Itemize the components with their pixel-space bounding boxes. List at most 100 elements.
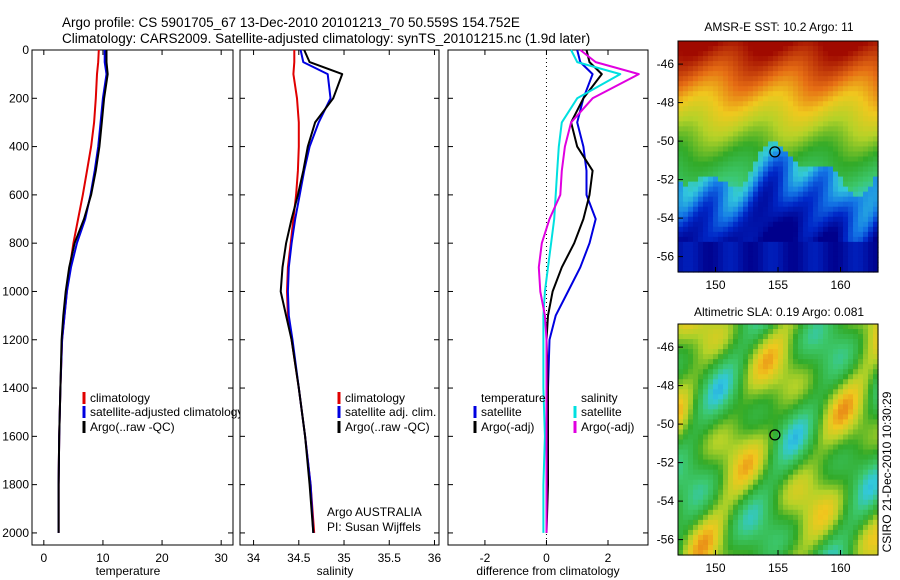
map-cell — [843, 116, 849, 122]
map-cell — [733, 181, 739, 188]
map-cell — [863, 364, 869, 370]
map-cell — [778, 474, 784, 481]
map-cell — [813, 236, 819, 243]
map-cell — [718, 459, 724, 466]
map-cell — [708, 489, 714, 496]
map-cell — [838, 394, 844, 400]
map-cell — [778, 399, 784, 405]
map-cell — [693, 334, 699, 340]
map-cell — [818, 474, 824, 481]
map-cell — [773, 499, 779, 506]
map-cell — [843, 509, 849, 516]
map-cell — [873, 141, 879, 148]
map-cell — [818, 241, 824, 248]
map-cell — [803, 46, 809, 52]
map-cell — [843, 419, 849, 426]
map-cell — [853, 66, 859, 72]
map-cell — [778, 181, 784, 188]
map-cell — [703, 156, 709, 163]
map-cell — [718, 71, 724, 77]
map-cell — [788, 121, 794, 127]
map-cell — [768, 339, 774, 345]
map-cell — [848, 181, 854, 188]
map-cell — [818, 151, 824, 158]
map-cell — [748, 136, 754, 143]
map-cell — [768, 96, 774, 102]
map-cell — [703, 454, 709, 461]
map-cell — [843, 374, 849, 380]
map-cell — [818, 374, 824, 380]
map-cell — [678, 504, 684, 511]
map-cell — [808, 354, 814, 360]
map-cell — [728, 136, 734, 143]
map-cell — [708, 101, 714, 107]
map-cell — [678, 126, 684, 132]
map-cell — [848, 191, 854, 198]
map-cell — [863, 201, 869, 208]
map-cell — [863, 394, 869, 400]
map-cell — [783, 344, 789, 350]
map-cell — [823, 389, 829, 395]
map-cell — [843, 46, 849, 52]
map-cell — [853, 349, 859, 355]
map-cell — [848, 494, 854, 501]
map-cell — [698, 116, 704, 122]
map-cell — [738, 374, 744, 380]
map-cell — [698, 374, 704, 380]
map-cell — [818, 106, 824, 112]
map-cell — [708, 71, 714, 77]
map-cell — [773, 221, 779, 228]
map-cell — [813, 444, 819, 451]
map-cell — [698, 454, 704, 461]
map-cell — [778, 156, 784, 163]
map-cell — [773, 389, 779, 395]
map-cell — [693, 96, 699, 102]
map-cell — [803, 474, 809, 481]
map-cell — [848, 46, 854, 52]
map-cell — [793, 266, 799, 273]
map-cell — [748, 519, 754, 526]
map-cell — [733, 414, 739, 421]
map-cell — [858, 529, 864, 536]
map-cell — [868, 236, 874, 243]
map-cell — [808, 439, 814, 446]
map-cell — [753, 374, 759, 380]
map-cell — [688, 534, 694, 541]
map-cell — [848, 186, 854, 193]
map-cell — [708, 191, 714, 198]
map-cell — [773, 364, 779, 370]
map-cell — [838, 216, 844, 223]
map-cell — [763, 329, 769, 335]
map-cell — [788, 106, 794, 112]
map-cell — [703, 136, 709, 143]
map-cell — [858, 429, 864, 436]
map-cell — [793, 161, 799, 168]
map-cell — [683, 176, 689, 183]
map-cell — [698, 444, 704, 451]
map-cell — [768, 76, 774, 82]
map-cell — [808, 151, 814, 158]
map-cell — [863, 454, 869, 461]
map-cell — [823, 469, 829, 476]
map-cell — [793, 201, 799, 208]
map-cell — [678, 201, 684, 208]
map-cell — [703, 126, 709, 132]
map-cell — [808, 71, 814, 77]
map-cell — [863, 41, 869, 47]
map-cell — [683, 41, 689, 47]
map-cell — [853, 444, 859, 451]
map-cell — [748, 266, 754, 273]
map-cell — [763, 479, 769, 486]
map-cell — [853, 469, 859, 476]
map-cell — [698, 41, 704, 47]
map-cell — [873, 151, 879, 158]
map-cell — [818, 494, 824, 501]
map-cell — [768, 56, 774, 62]
map-cell — [723, 404, 729, 410]
map-cell — [768, 196, 774, 203]
map-cell — [733, 424, 739, 431]
map-cell — [853, 434, 859, 441]
map-cell — [848, 454, 854, 461]
map-cell — [863, 46, 869, 52]
